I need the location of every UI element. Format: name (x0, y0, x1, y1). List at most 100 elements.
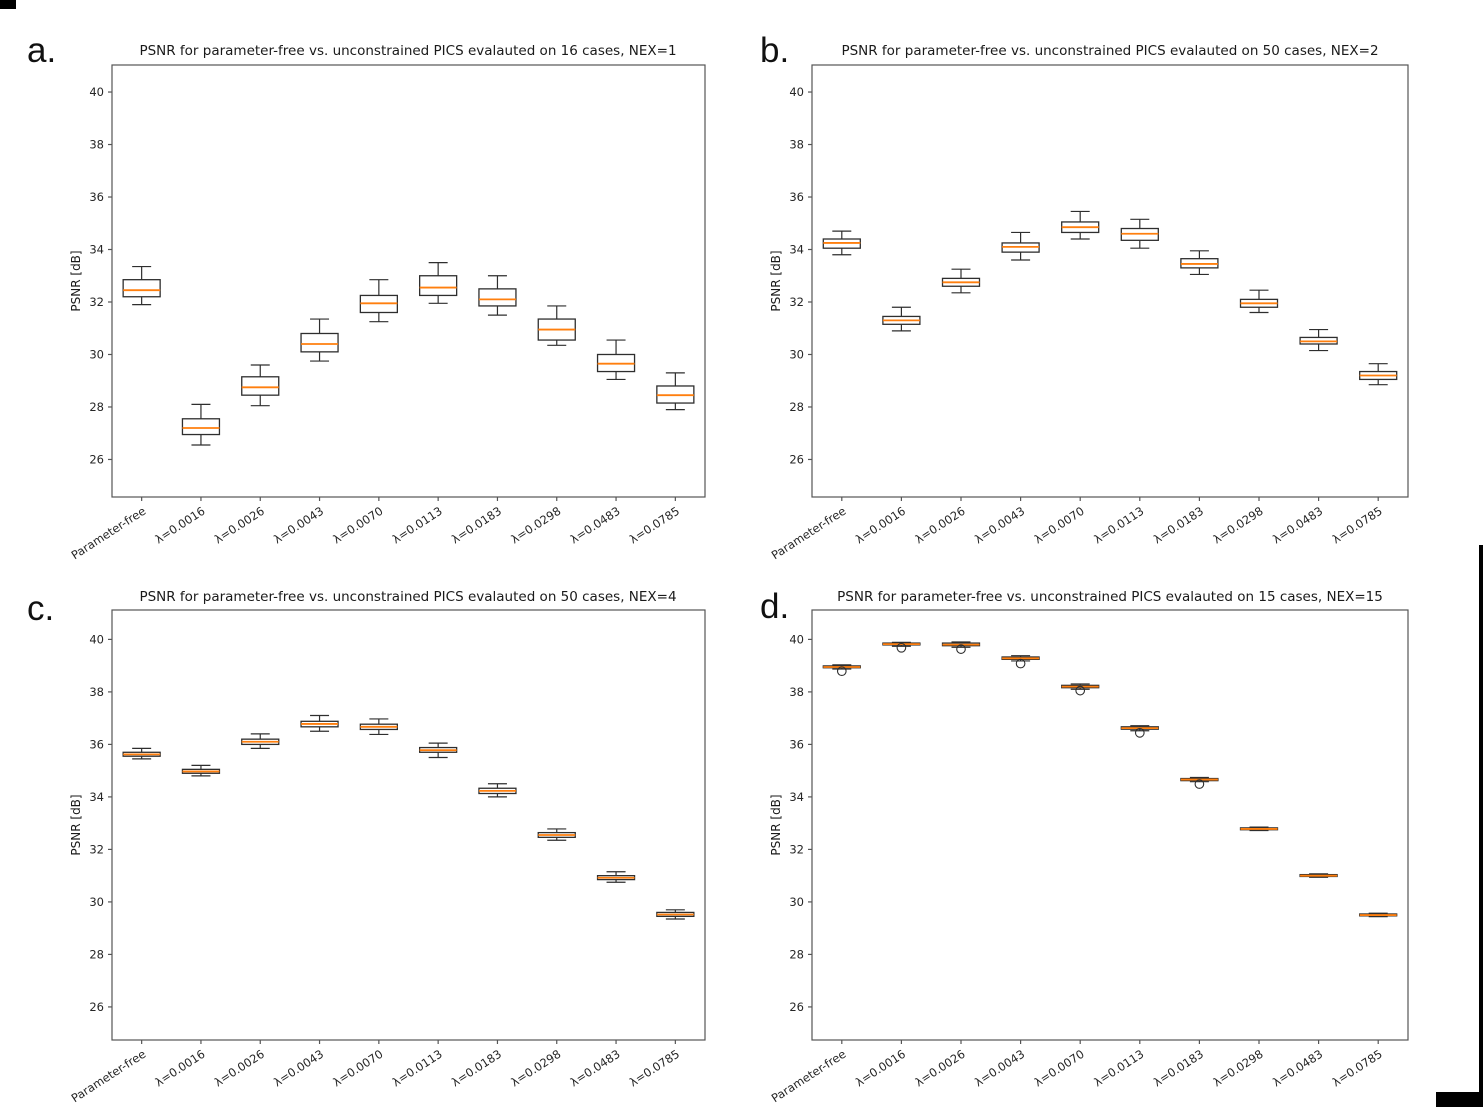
panel-title-c: PSNR for parameter-free vs. unconstraine… (139, 589, 676, 605)
flier-point (1194, 779, 1205, 789)
y-tick-label: 38 (789, 138, 804, 152)
y-tick-label: 30 (789, 895, 804, 909)
y-tick-label: 34 (89, 243, 104, 257)
y-tick-label: 30 (89, 347, 104, 361)
box-lambda-8 (596, 339, 636, 381)
scan-artifact-bottom-right (1436, 1092, 1483, 1107)
panel-letter-d: d. (760, 587, 789, 626)
box-lambda-2 (241, 733, 280, 749)
y-tick-label: 38 (89, 685, 104, 699)
box-parameter-free (122, 747, 161, 760)
box-lambda-6 (1180, 250, 1219, 276)
x-tick-label: λ=0.0043 (271, 504, 326, 547)
x-tick-label: λ=0.0785 (1330, 504, 1385, 547)
box-lambda-7 (1239, 289, 1279, 314)
x-tick-label: λ=0.0026 (212, 1047, 267, 1090)
y-axis-label-a: PSNR [dB] (69, 250, 83, 311)
box-lambda-5 (1120, 218, 1159, 249)
y-tick-label: 26 (789, 452, 804, 466)
y-tick-label: 32 (789, 295, 804, 309)
x-tick-label: λ=0.0113 (1091, 1047, 1146, 1090)
box-lambda-6 (478, 783, 517, 798)
y-tick-label: 40 (789, 85, 804, 99)
x-tick-label: λ=0.0016 (853, 1047, 908, 1090)
panel-letter-a: a. (27, 31, 56, 70)
box-lambda-9 (1359, 912, 1398, 918)
iqr-box (418, 275, 458, 297)
y-axis-label-d: PSNR [dB] (769, 794, 783, 855)
x-tick-label: λ=0.0113 (390, 1047, 445, 1090)
y-tick-label: 30 (789, 347, 804, 361)
axes-frame (811, 609, 1409, 1041)
box-lambda-8 (1299, 328, 1338, 352)
panel-title-a: PSNR for parameter-free vs. unconstraine… (139, 43, 676, 59)
box-parameter-free (122, 265, 161, 306)
flier-point (1015, 658, 1026, 669)
iqr-box (122, 279, 161, 298)
panel-letter-b: b. (760, 31, 789, 70)
x-tick-label: λ=0.0183 (449, 504, 504, 547)
y-tick-label: 36 (89, 190, 104, 204)
x-tick-label: λ=0.0298 (508, 504, 563, 547)
box-lambda-5 (418, 262, 458, 304)
box-lambda-9 (656, 372, 695, 411)
box-lambda-4 (1061, 683, 1100, 696)
x-tick-label: λ=0.0113 (1091, 504, 1146, 547)
x-tick-label: λ=0.0785 (627, 504, 682, 547)
x-tick-label: λ=0.0483 (1270, 1047, 1325, 1090)
box-lambda-9 (1359, 363, 1398, 386)
y-tick-label: 26 (789, 1000, 804, 1014)
y-tick-label: 36 (89, 737, 104, 751)
flier-point (836, 666, 847, 677)
box-lambda-1 (181, 403, 221, 446)
box-parameter-free (822, 230, 861, 256)
flier-point (1075, 685, 1086, 696)
y-tick-label: 28 (89, 400, 104, 414)
axes-frame (811, 64, 1409, 498)
x-tick-label: Parameter-free (69, 504, 149, 563)
panel-title-b: PSNR for parameter-free vs. unconstraine… (841, 43, 1378, 59)
y-tick-label: 34 (789, 243, 804, 257)
y-tick-label: 38 (789, 685, 804, 699)
x-tick-label: λ=0.0043 (972, 1047, 1027, 1090)
y-tick-label: 32 (89, 295, 104, 309)
x-tick-label: λ=0.0785 (1330, 1047, 1385, 1090)
x-tick-label: Parameter-free (769, 504, 849, 563)
box-lambda-9 (656, 909, 695, 920)
x-tick-label: λ=0.0016 (152, 1047, 207, 1090)
x-tick-label: λ=0.0026 (212, 504, 267, 547)
x-tick-label: λ=0.0483 (568, 504, 623, 547)
flier-point (1134, 728, 1145, 738)
y-tick-label: 40 (89, 632, 104, 646)
box-parameter-free (822, 664, 861, 677)
y-tick-label: 36 (789, 737, 804, 751)
y-tick-label: 40 (789, 632, 804, 646)
y-axis-label-c: PSNR [dB] (69, 794, 83, 855)
y-tick-label: 36 (789, 190, 804, 204)
box-lambda-4 (359, 718, 399, 736)
y-tick-label: 26 (89, 452, 104, 466)
y-tick-label: 28 (789, 400, 804, 414)
box-lambda-2 (941, 268, 981, 294)
iqr-box (300, 332, 339, 353)
box-lambda-5 (418, 742, 458, 759)
x-tick-label: λ=0.0043 (972, 504, 1027, 547)
x-tick-label: λ=0.0043 (271, 1047, 326, 1090)
axes-frame (111, 64, 706, 498)
box-lambda-4 (359, 279, 399, 323)
box-lambda-4 (1061, 210, 1100, 240)
x-tick-label: λ=0.0183 (1151, 504, 1206, 547)
box-lambda-3 (1001, 231, 1040, 261)
x-tick-label: Parameter-free (69, 1047, 149, 1106)
y-tick-label: 32 (789, 842, 804, 856)
iqr-box (181, 418, 221, 436)
y-tick-label: 30 (89, 895, 104, 909)
flier-point (896, 642, 907, 653)
x-tick-label: λ=0.0298 (508, 1047, 563, 1090)
x-tick-label: λ=0.0070 (1032, 504, 1087, 547)
y-tick-label: 28 (89, 947, 104, 961)
box-lambda-8 (1299, 873, 1338, 878)
